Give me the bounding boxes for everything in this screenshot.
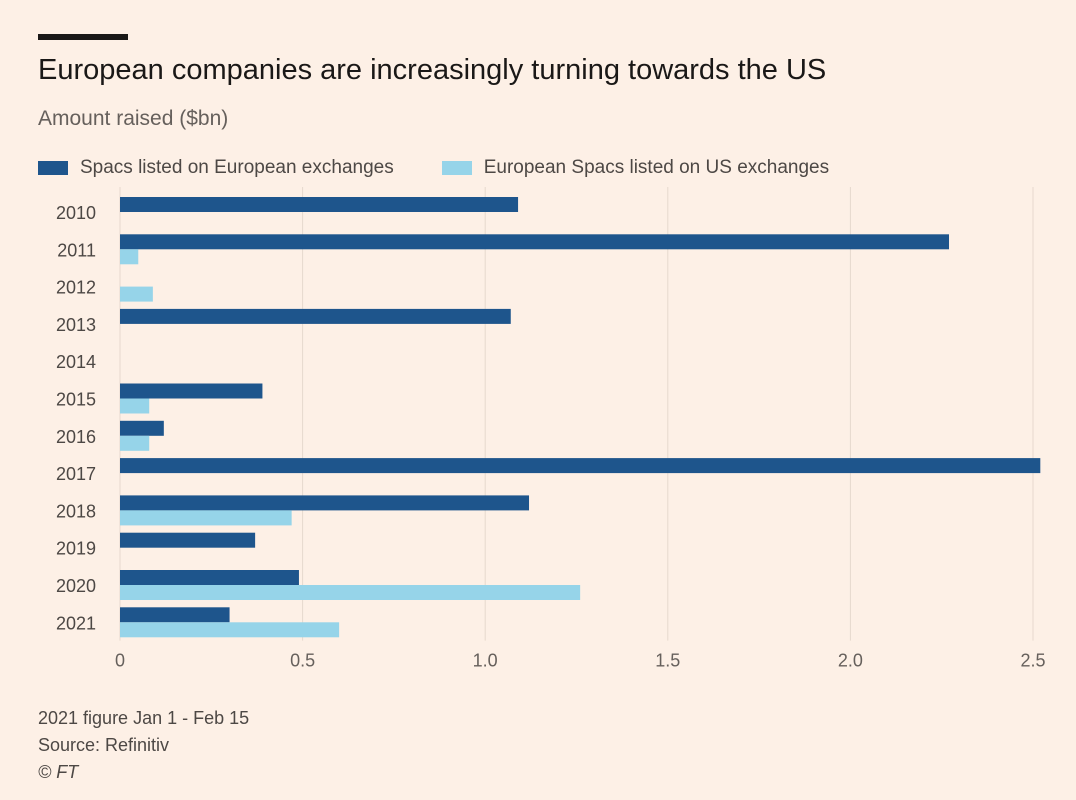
bar-european-exchanges [120, 607, 230, 623]
bar-european-exchanges [120, 532, 256, 548]
x-tick-label: 2.0 [838, 651, 863, 671]
bar-european-exchanges [120, 570, 299, 585]
category-label: 2015 [56, 390, 96, 410]
category-label: 2017 [56, 464, 96, 484]
bar-us-exchanges [120, 286, 153, 302]
legend-label-european-exchanges: Spacs listed on European exchanges [80, 157, 394, 178]
bar-us-exchanges [120, 398, 150, 414]
legend-swatch-us-exchanges [441, 161, 472, 175]
bar-us-exchanges [120, 435, 150, 451]
title-rule [38, 34, 128, 40]
footer-note: 2021 figure Jan 1 - Feb 15 [38, 708, 250, 728]
category-label: 2018 [56, 501, 96, 521]
bar-chart: 0 0.5 1.0 1.5 2.0 2.5 2010 2011 2012 2013 2014 2015… [56, 187, 1046, 671]
footer-copyright: © FT [38, 762, 79, 782]
bar-european-exchanges [120, 495, 530, 511]
legend-item-us-exchanges: European Spacs listed on US exchanges [441, 157, 830, 179]
bar-european-exchanges [120, 458, 1041, 474]
bar-us-exchanges [120, 510, 292, 526]
x-tick-label: 0 [115, 651, 125, 671]
x-tick-label: 0.5 [290, 651, 315, 671]
bar-european-exchanges [120, 308, 511, 324]
category-label: 2013 [56, 315, 96, 335]
bar-us-exchanges [120, 249, 139, 265]
category-label: 2019 [56, 539, 96, 559]
bar-us-exchanges [120, 622, 340, 638]
bar-us-exchanges [120, 585, 581, 600]
bar-european-exchanges [120, 420, 164, 436]
bar-european-exchanges [120, 383, 263, 399]
category-label: 2010 [56, 203, 96, 223]
legend-swatch-european-exchanges [38, 161, 68, 175]
category-label: 2016 [56, 427, 96, 447]
chart-subtitle: Amount raised ($bn) [38, 107, 229, 130]
legend-item-european-exchanges: Spacs listed on European exchanges [38, 157, 394, 179]
category-label: 2020 [56, 576, 96, 596]
bar-european-exchanges [120, 234, 950, 250]
bar-european-exchanges [120, 197, 519, 212]
legend: Spacs listed on European exchanges Europ… [38, 155, 877, 181]
x-tick-label: 2.5 [1020, 651, 1045, 671]
x-tick-label: 1.0 [473, 651, 498, 671]
legend-label-us-exchanges: European Spacs listed on US exchanges [483, 157, 830, 178]
category-label: 2011 [57, 240, 96, 260]
category-label: 2012 [56, 278, 96, 298]
category-label: 2021 [56, 613, 96, 633]
footer-source: Source: Refinitiv [38, 735, 170, 755]
chart-title: European companies are increasingly turn… [38, 54, 827, 86]
category-label: 2014 [56, 352, 96, 372]
x-tick-label: 1.5 [655, 651, 680, 671]
